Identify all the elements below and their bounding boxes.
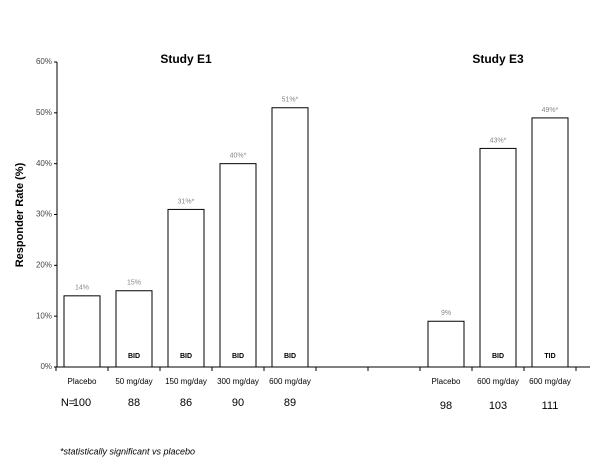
value-label: 31%*	[178, 198, 195, 205]
value-label: 9%	[441, 310, 451, 317]
n-value: 98	[440, 400, 452, 412]
value-label: 51%*	[282, 97, 299, 104]
x-tick-label: 600 mg/day	[529, 377, 571, 386]
n-value: 86	[180, 397, 192, 409]
y-tick-label: 50%	[36, 108, 52, 117]
x-tick-label: 600 mg/day	[477, 377, 519, 386]
group-title: Study E3	[472, 52, 524, 66]
n-value: 103	[489, 400, 507, 412]
y-tick-label: 20%	[36, 260, 52, 269]
n-value: 88	[128, 397, 140, 409]
footnote: *statistically significant vs placebo	[60, 446, 195, 456]
x-tick-label: 600 mg/day	[269, 377, 311, 386]
x-tick-label: 150 mg/day	[165, 377, 207, 386]
value-label: 49%*	[542, 107, 559, 114]
bar	[219, 163, 257, 368]
value-label: 40%*	[230, 153, 247, 160]
y-tick-label: 0%	[40, 362, 52, 371]
dosing-label: BID	[128, 353, 140, 360]
y-tick-label: 40%	[36, 159, 52, 168]
y-tick-label: 60%	[36, 57, 52, 66]
x-tick-label: Placebo	[68, 377, 97, 386]
group-title: Study E1	[160, 52, 212, 66]
bar	[271, 107, 309, 368]
x-tick-label: Placebo	[432, 377, 461, 386]
x-tick-label: 300 mg/day	[217, 377, 259, 386]
bar	[531, 117, 569, 368]
y-axis-label: Responder Rate (%)	[14, 162, 26, 267]
y-tick-label: 10%	[36, 311, 52, 320]
n-value: 111	[542, 400, 559, 412]
bar	[167, 208, 205, 368]
x-tick-label: 50 mg/day	[115, 377, 152, 386]
value-label: 43%*	[490, 137, 507, 144]
value-label: 14%	[75, 285, 89, 292]
bar	[115, 290, 153, 368]
y-tick-label: 30%	[36, 210, 52, 219]
n-value: 100	[73, 397, 91, 409]
dosing-label: BID	[180, 353, 192, 360]
value-label: 15%	[127, 280, 141, 287]
n-value: 90	[232, 397, 244, 409]
bar	[479, 147, 517, 368]
dosing-label: BID	[492, 353, 504, 360]
dosing-label: TID	[544, 353, 555, 360]
bar	[427, 320, 465, 368]
bar	[63, 295, 101, 368]
n-label: N=	[61, 397, 75, 409]
n-value: 89	[284, 397, 296, 409]
dosing-label: BID	[284, 353, 296, 360]
dosing-label: BID	[232, 353, 244, 360]
